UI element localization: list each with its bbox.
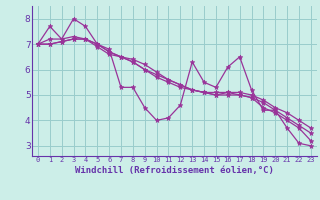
X-axis label: Windchill (Refroidissement éolien,°C): Windchill (Refroidissement éolien,°C): [75, 166, 274, 175]
